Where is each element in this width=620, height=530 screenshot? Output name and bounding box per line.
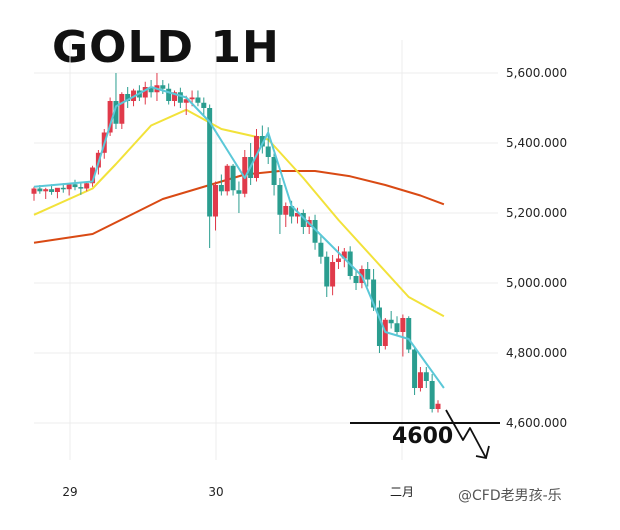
candle-body <box>429 381 435 409</box>
support-label: 4600 <box>392 424 453 449</box>
candle-body <box>335 258 341 262</box>
chart-title: GOLD 1H <box>52 22 280 73</box>
candle-body <box>31 188 37 194</box>
candle-body <box>189 97 195 100</box>
candle-body <box>376 307 382 346</box>
watermark: @CFD老男孩-乐 <box>458 488 562 504</box>
y-tick-label: 5,400.000 <box>506 136 567 150</box>
candle-body <box>54 187 60 192</box>
candle-body <box>271 157 277 185</box>
candle-body <box>236 190 242 194</box>
x-tick-label: 二月 <box>390 485 414 499</box>
candle-body <box>289 206 295 217</box>
candle-body <box>213 185 219 217</box>
x-tick-label: 30 <box>208 485 223 499</box>
candle-body <box>113 101 119 124</box>
candle-body <box>324 256 330 287</box>
candle-body <box>283 206 289 215</box>
candle-body <box>207 108 213 217</box>
candle-body <box>172 92 178 101</box>
candle-body <box>84 183 90 189</box>
candle-body <box>218 185 224 192</box>
candle-body <box>265 146 271 157</box>
candle-body <box>259 136 265 147</box>
candle-body <box>388 319 394 324</box>
y-tick-label: 5,600.000 <box>506 66 567 80</box>
candle-body <box>195 97 201 103</box>
candle-body <box>125 94 131 101</box>
ma-mid-line <box>33 108 445 318</box>
candle-body <box>230 165 236 191</box>
candle-body <box>72 184 78 188</box>
ma-fast-line <box>33 86 445 389</box>
candle-body <box>183 99 189 103</box>
arrow-head-icon <box>475 445 490 460</box>
candle-body <box>294 213 300 217</box>
ma-slow-line <box>33 170 445 244</box>
candle-body <box>90 167 96 184</box>
candle-body <box>394 323 400 332</box>
candle-body <box>353 276 359 283</box>
candle-body <box>300 213 306 227</box>
candle-body <box>412 349 418 388</box>
candle-body <box>201 102 207 108</box>
candle-body <box>435 403 441 409</box>
candle-body <box>242 157 248 194</box>
y-tick-label: 5,000.000 <box>506 276 567 290</box>
candle-body <box>177 92 183 103</box>
candle-body <box>142 87 148 98</box>
candle-body <box>166 88 172 101</box>
candle-body <box>365 269 371 280</box>
projection-arrow <box>445 409 487 459</box>
candle-body <box>341 251 347 259</box>
y-tick-label: 4,600.000 <box>506 416 567 430</box>
candle-body <box>371 279 377 308</box>
candle-body <box>312 220 318 243</box>
candle-body <box>406 318 412 350</box>
candle-body <box>224 165 230 192</box>
candle-body <box>148 87 154 93</box>
x-tick-label: 29 <box>62 485 77 499</box>
candle-body <box>417 372 423 388</box>
candle-body <box>66 184 72 190</box>
candle-body <box>160 85 166 89</box>
candle-body <box>107 101 113 133</box>
candle-body <box>119 94 125 124</box>
candle-body <box>49 189 55 192</box>
candle-body <box>60 187 66 190</box>
candle-body <box>277 185 283 215</box>
candle-body <box>330 262 336 287</box>
candle-body <box>37 188 43 192</box>
y-tick-label: 4,800.000 <box>506 346 567 360</box>
candle-body <box>78 187 84 189</box>
y-tick-label: 5,200.000 <box>506 206 567 220</box>
candle-body <box>43 189 49 192</box>
candle-body <box>423 372 429 381</box>
candle-body <box>400 318 406 332</box>
candle-body <box>318 242 324 257</box>
